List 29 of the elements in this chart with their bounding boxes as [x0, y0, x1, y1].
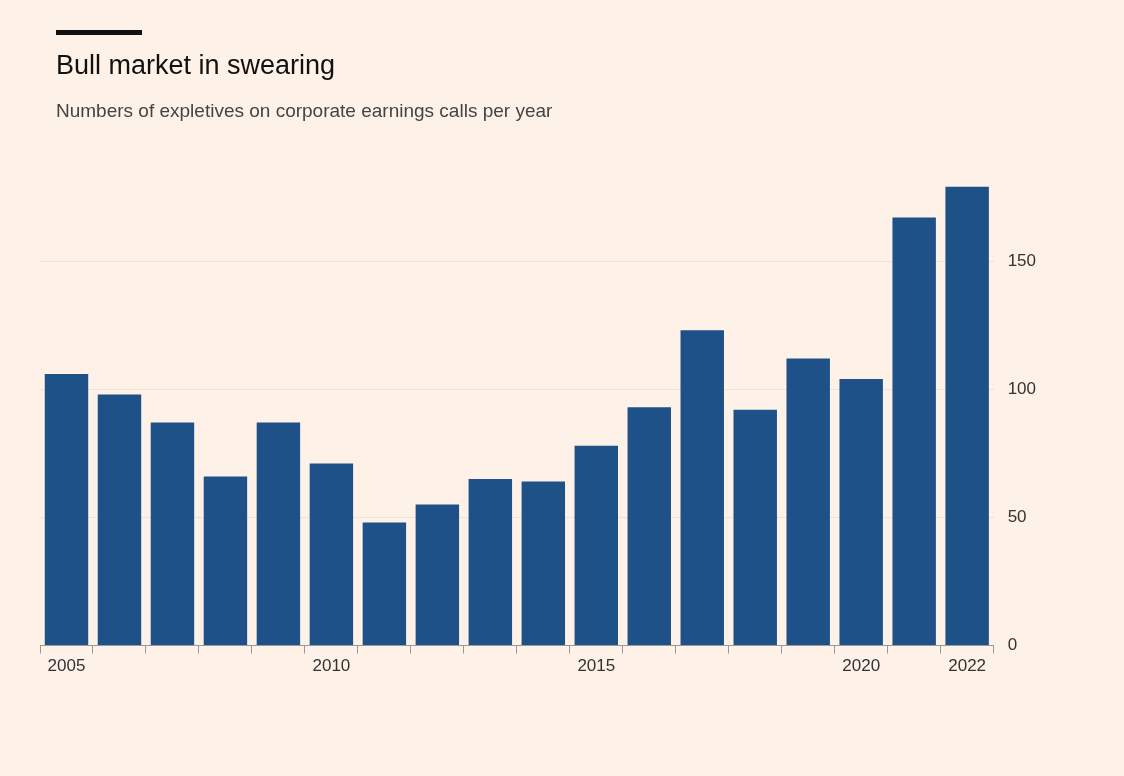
- y-tick-label: 0: [1007, 635, 1018, 655]
- bar: [786, 358, 830, 646]
- bar: [309, 463, 354, 646]
- bar: [574, 445, 619, 646]
- bar: [44, 373, 89, 646]
- bar: [627, 407, 671, 646]
- x-tick-label: 2022: [948, 656, 987, 676]
- x-tick-label: 2015: [577, 656, 616, 676]
- y-tick-label: 100: [1007, 378, 1037, 398]
- x-tick-label: 2020: [842, 656, 881, 676]
- bar: [362, 522, 407, 646]
- bar: [97, 394, 142, 646]
- bar: [150, 422, 195, 646]
- y-tick-label: 50: [1007, 507, 1027, 527]
- bar: [733, 409, 777, 646]
- bar: [892, 217, 936, 646]
- bar: [680, 330, 724, 646]
- bar: [256, 422, 301, 646]
- bar: [203, 476, 248, 646]
- y-tick-label: 150: [1007, 250, 1037, 270]
- bar: [839, 379, 883, 646]
- bar: [945, 186, 989, 646]
- chart-subtitle: Numbers of expletives on corporate earnings calls per year: [56, 100, 553, 122]
- bar: [415, 504, 460, 646]
- x-tick-label: 2005: [47, 656, 86, 676]
- chart-title: Bull market in swearing: [56, 50, 336, 81]
- bar: [468, 478, 513, 646]
- x-tick-label: 2010: [312, 656, 351, 676]
- bar: [521, 481, 566, 646]
